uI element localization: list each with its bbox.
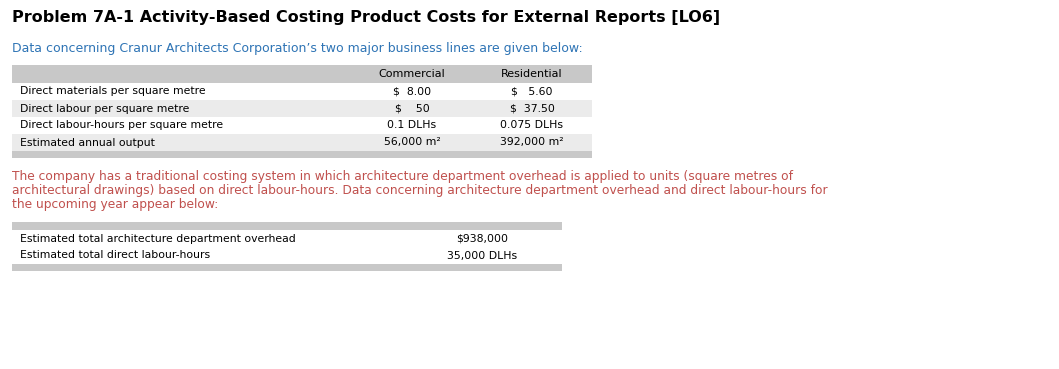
Text: $938,000: $938,000: [456, 234, 508, 244]
Text: architectural drawings) based on direct labour-hours. Data concerning architectu: architectural drawings) based on direct …: [12, 184, 828, 197]
Text: Problem 7A-1 Activity-Based Costing Product Costs for External Reports [LO6]: Problem 7A-1 Activity-Based Costing Prod…: [12, 10, 720, 25]
Bar: [12, 264, 562, 271]
Text: $    50: $ 50: [395, 103, 429, 114]
Bar: [12, 222, 562, 230]
Text: 0.075 DLHs: 0.075 DLHs: [501, 121, 563, 131]
Text: The company has a traditional costing system in which architecture department ov: The company has a traditional costing sy…: [12, 170, 793, 183]
Text: Direct labour-hours per square metre: Direct labour-hours per square metre: [20, 121, 223, 131]
Bar: [12, 134, 592, 151]
Bar: [12, 151, 592, 158]
Text: Estimated total direct labour-hours: Estimated total direct labour-hours: [20, 251, 210, 261]
Text: Commercial: Commercial: [379, 69, 446, 79]
Text: Estimated annual output: Estimated annual output: [20, 138, 155, 148]
Text: Direct materials per square metre: Direct materials per square metre: [20, 86, 205, 97]
Text: Residential: Residential: [501, 69, 562, 79]
Text: Direct labour per square metre: Direct labour per square metre: [20, 103, 190, 114]
Bar: [12, 65, 592, 83]
Text: Data concerning Cranur Architects Corporation’s two major business lines are giv: Data concerning Cranur Architects Corpor…: [12, 42, 582, 55]
Text: $  8.00: $ 8.00: [393, 86, 431, 97]
Bar: [12, 247, 562, 264]
Text: 392,000 m²: 392,000 m²: [500, 138, 563, 148]
Bar: [12, 230, 562, 247]
Text: 0.1 DLHs: 0.1 DLHs: [388, 121, 436, 131]
Text: 56,000 m²: 56,000 m²: [383, 138, 441, 148]
Text: Estimated total architecture department overhead: Estimated total architecture department …: [20, 234, 295, 244]
Bar: [12, 83, 592, 100]
Bar: [12, 117, 592, 134]
Text: $   5.60: $ 5.60: [511, 86, 553, 97]
Text: $  37.50: $ 37.50: [509, 103, 555, 114]
Bar: [12, 100, 592, 117]
Text: 35,000 DLHs: 35,000 DLHs: [447, 251, 517, 261]
Text: the upcoming year appear below:: the upcoming year appear below:: [12, 198, 218, 211]
